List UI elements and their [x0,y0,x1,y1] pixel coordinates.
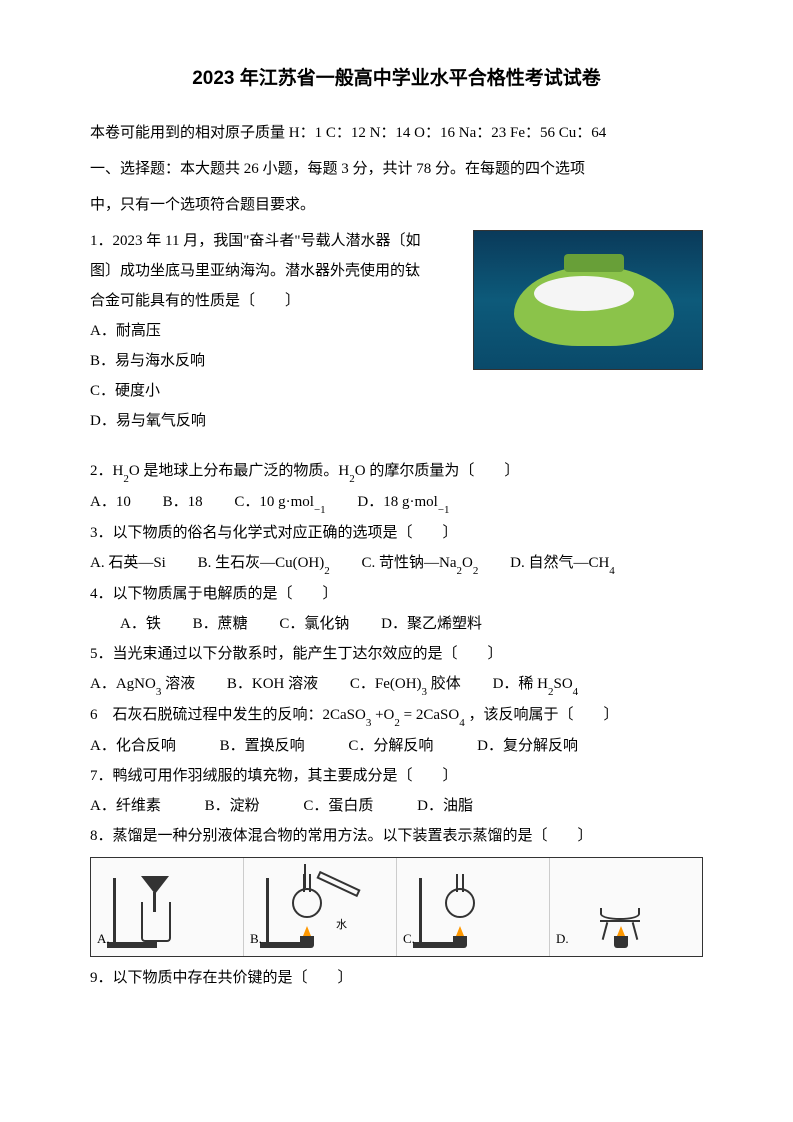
diagram-label-d: D. [556,926,569,952]
section-instruction-line2: 中，只有一个选项符合题目要求。 [90,190,703,220]
q1-option-a: A．耐高压 [90,316,450,346]
apparatus-b: 水 B. [244,858,397,956]
q1-option-b: B．易与海水反响 [90,346,450,376]
q6-option-b: B．置换反响 [220,731,305,761]
q5-option-b: B．KOH 溶液 [227,669,318,699]
q5-options: A．AgNO3 溶液 B．KOH 溶液 C．Fe(OH)3 胶体 D．稀 H2S… [90,669,703,700]
q3-option-d: D. 自然气—CH4 [510,555,615,571]
q1-option-c: C．硬度小 [90,376,450,406]
q2-option-a: A．10 [90,487,131,517]
q7-option-b: B．淀粉 [205,791,260,821]
q7-option-d: D．油脂 [417,798,473,814]
q4-option-c: C．氯化钠 [279,609,349,639]
question-1: 1．2023 年 11 月，我国"奋斗者"号载人潜水器〔如 图〕成功坐底马里亚纳… [90,226,703,436]
q6-option-c: C．分解反响 [348,731,433,761]
q2-stem-mid: O 是地球上分布最广泛的物质。H [129,463,349,479]
q3-options: A. 石英—Si B. 生石灰—Cu(OH)2 C. 苛性钠—Na2O2 D. … [90,548,703,579]
q5-option-c: C．Fe(OH)3 胶体 [350,669,461,700]
q7-options: A．纤维素 B．淀粉 C．蛋白质 D．油脂 [90,791,703,821]
q2-option-d: D．18 g·mol−1 [357,487,449,518]
q2-option-c: C．10 g·mol−1 [234,487,325,518]
q4-option-b: B．蔗糖 [193,609,248,639]
q3-option-b: B. 生石灰—Cu(OH)2 [198,548,330,579]
q6-option-a: A．化合反响 [90,731,176,761]
apparatus-a: A. [91,858,244,956]
exam-title: 2023 年江苏省一般高中学业水平合格性考试试卷 [90,60,703,98]
atomic-mass-info: 本卷可能用到的相对原子质量 H：1 C：12 N：14 O：16 Na：23 F… [90,118,703,148]
section-instruction-line1: 一、选择题：本大题共 26 小题，每题 3 分，共计 78 分。在每题的四个选项 [90,154,703,184]
q3-option-a: A. 石英—Si [90,548,166,578]
question-9-stem: 9．以下物质中存在共价键的是〔 〕 [90,963,703,993]
q1-line2: 图〕成功坐底马里亚纳海沟。潜水器外壳使用的钛 [90,256,450,286]
q4-option-d: D．聚乙烯塑料 [381,616,482,632]
question-3-stem: 3．以下物质的俗名与化学式对应正确的选项是〔 〕 [90,518,703,548]
question-7-stem: 7．鸭绒可用作羽绒服的填充物，其主要成分是〔 〕 [90,761,703,791]
submersible-photo [473,230,703,370]
water-label: 水 [336,914,347,936]
diagram-label-c: C. [403,926,415,952]
apparatus-d: D. [550,858,702,956]
q4-options: A．铁 B．蔗糖 C．氯化钠 D．聚乙烯塑料 [90,609,703,639]
q2-options: A．10 B．18 C．10 g·mol−1 D．18 g·mol−1 [90,487,703,518]
q6-options: A．化合反响 B．置换反响 C．分解反响 D．复分解反响 [90,731,703,761]
diagram-label-a: A. [97,926,110,952]
question-6-stem: 6 石灰石脱硫过程中发生的反响：2CaSO3 +O2 = 2CaSO4 ，该反响… [90,700,703,731]
q2-stem-post: O 的摩尔质量为〔 〕 [355,463,520,479]
q5-option-d: D．稀 H2SO4 [493,676,579,692]
diagram-label-b: B. [250,926,262,952]
question-4-stem: 4．以下物质属于电解质的是〔 〕 [90,579,703,609]
question-2: 2．H2O 是地球上分布最广泛的物质。H2O 的摩尔质量为〔 〕 [90,456,703,487]
q1-line1: 1．2023 年 11 月，我国"奋斗者"号载人潜水器〔如 [90,226,450,256]
q1-option-d: D．易与氧气反响 [90,406,450,436]
q6-option-d: D．复分解反响 [477,738,578,754]
q7-option-a: A．纤维素 [90,791,161,821]
q2-option-b: B．18 [163,487,203,517]
q2-stem-pre: 2．H [90,463,123,479]
question-5-stem: 5．当光束通过以下分散系时，能产生丁达尔效应的是〔 〕 [90,639,703,669]
q7-option-c: C．蛋白质 [303,791,373,821]
apparatus-c: C. [397,858,550,956]
q4-option-a: A．铁 [120,609,161,639]
apparatus-diagram-row: A. 水 B. C. D. [90,857,703,957]
q1-line3: 合金可能具有的性质是〔 〕 [90,286,450,316]
q5-option-a: A．AgNO3 溶液 [90,669,195,700]
q3-option-c: C. 苛性钠—Na2O2 [362,548,479,579]
question-8-stem: 8．蒸馏是一种分别液体混合物的常用方法。以下装置表示蒸馏的是〔 〕 [90,821,703,851]
